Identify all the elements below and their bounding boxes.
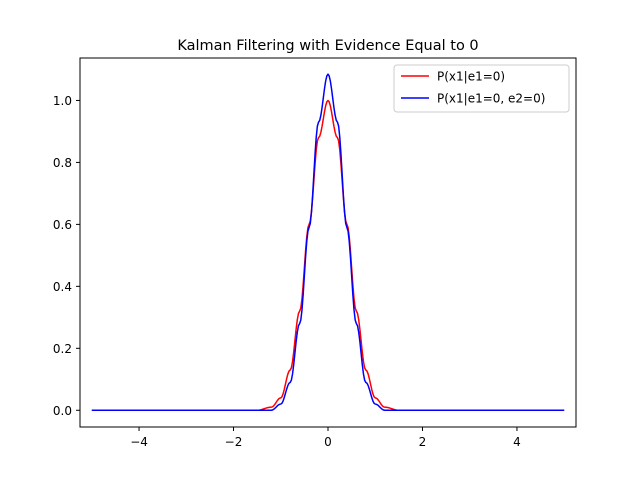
x-tick-label: 4 [513, 435, 521, 449]
series-line-2 [91, 73, 565, 412]
legend: P(x1|e1=0) P(x1|e1=0, e2=0) [393, 64, 570, 113]
x-tick-label: −2 [225, 435, 243, 449]
x-tick-label: 2 [419, 435, 427, 449]
legend-box [393, 64, 570, 113]
series-layer [91, 73, 565, 412]
legend-label-series-1: P(x1|e1=0) [437, 70, 505, 84]
y-tick-label: 1.0 [53, 94, 72, 108]
y-tick-label: 0.8 [53, 156, 72, 170]
x-tick-label: −4 [130, 435, 148, 449]
y-tick-label: 0.4 [53, 280, 72, 294]
y-tick-label: 0.2 [53, 342, 72, 356]
legend-label-series-2: P(x1|e1=0, e2=0) [437, 92, 545, 106]
chart-title: Kalman Filtering with Evidence Equal to … [177, 38, 478, 54]
y-tick-label: 0.0 [53, 404, 72, 418]
x-tick-label: 0 [324, 435, 332, 449]
y-axis: 0.0 0.2 0.4 0.6 0.8 1.0 [53, 94, 80, 418]
x-axis: −4 −2 0 2 4 [130, 427, 521, 449]
y-tick-label: 0.6 [53, 218, 72, 232]
